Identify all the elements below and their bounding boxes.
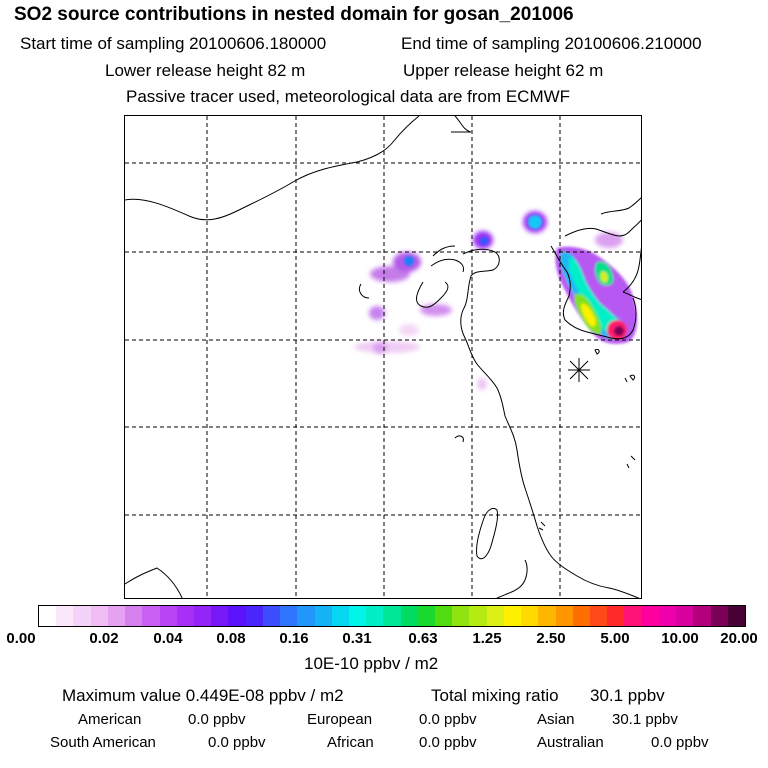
colorbar-tick: 1.25 [472,630,502,647]
region-value-asian: 30.1 ppbv [612,711,678,728]
colorbar-cell [193,606,212,626]
colorbar-cell [538,606,556,626]
colorbar-cell [297,606,315,626]
colorbar-tick: 20.00 [720,630,758,647]
colorbar-cell [280,606,298,626]
colorbar-cell [469,606,487,626]
release-site-marker-icon [568,358,590,382]
colorbar-cell [90,606,108,626]
colorbar-tick: 5.00 [600,630,630,647]
region-value-european: 0.0 ppbv [419,711,477,728]
colorbar-cell [658,606,677,626]
region-name-south-american: South American [50,734,156,751]
map-title: SO2 source contributions in nested domai… [14,4,574,25]
region-value-american: 0.0 ppbv [188,711,246,728]
colorbar-cell [503,606,522,626]
colorbar-cell [590,606,608,626]
colorbar-cell [159,606,177,626]
colorbar-cell [572,606,590,626]
colorbar-cell [624,606,642,626]
colorbar-cell [435,606,453,626]
colorbar-cell [727,606,745,626]
colorbar-cell [39,606,57,626]
colorbar-tick: 0.02 [89,630,119,647]
colorbar-cell [73,606,91,626]
colorbar-tick: 10.00 [661,630,699,647]
total-mixing-ratio-value: 30.1 ppbv [590,686,665,705]
end-time-label: End time of sampling 20100606.210000 [401,34,702,53]
plume-korea-hotspot [555,246,638,344]
colorbar-cell [331,606,349,626]
region-name-american: American [78,711,142,728]
map-canvas [125,116,641,598]
region-name-australian: Australian [537,734,604,751]
colorbar-cell [486,606,504,626]
colorbar-cell [176,606,194,626]
colorbar-cell [417,606,436,626]
colorbar-cell [56,606,74,626]
colorbar-cell [693,606,711,626]
colorbar-cell [710,606,728,626]
colorbar-cell [400,606,418,626]
colorbar-units: 10E-10 ppbv / m2 [304,654,439,673]
colorbar-cell [366,606,384,626]
region-name-asian: Asian [537,711,575,728]
colorbar-cell [521,606,539,626]
colorbar-cell [383,606,401,626]
colorbar-cell [555,606,573,626]
total-mixing-ratio-label: Total mixing ratio [431,686,559,705]
colorbar-cell [107,606,126,626]
start-time-label: Start time of sampling 20100606.180000 [20,34,327,53]
islands [454,349,636,560]
colorbar-cell [314,606,332,626]
lat-lon-grid [125,116,641,598]
colorbar-tick: 0.04 [153,630,183,647]
tracer-note: Passive tracer used, meteorological data… [126,87,571,106]
maximum-value-label: Maximum value 0.449E-08 ppbv / m2 [62,686,344,705]
plume-blob-cores [404,215,542,266]
colorbar-cell [125,606,143,626]
colorbar-tick: 0.00 [6,630,36,647]
region-value-african: 0.0 ppbv [419,734,477,751]
colorbar-tick: 0.08 [216,630,246,647]
region-name-european: European [307,711,373,728]
so2-plume [354,211,638,390]
region-name-african: African [327,734,374,751]
colorbar-cell [142,606,160,626]
colorbar-cell [452,606,470,626]
colorbar-cell [641,606,659,626]
colorbar-cell [676,606,694,626]
lower-release-height-label: Lower release height 82 m [105,61,306,80]
colorbar [38,605,746,627]
region-value-australian: 0.0 ppbv [651,734,709,751]
colorbar-cell [228,606,246,626]
map-panel [124,115,642,599]
colorbar-tick: 0.31 [342,630,372,647]
colorbar-cell [245,606,263,626]
colorbar-tick: 2.50 [536,630,566,647]
colorbar-tick: 0.63 [408,630,438,647]
colorbar-cell [262,606,281,626]
coastlines [125,116,641,598]
colorbar-cell [211,606,229,626]
colorbar-tick: 0.16 [279,630,309,647]
colorbar-cell [348,606,367,626]
upper-release-height-label: Upper release height 62 m [403,61,604,80]
colorbar-cell [607,606,625,626]
region-value-south-american: 0.0 ppbv [208,734,266,751]
